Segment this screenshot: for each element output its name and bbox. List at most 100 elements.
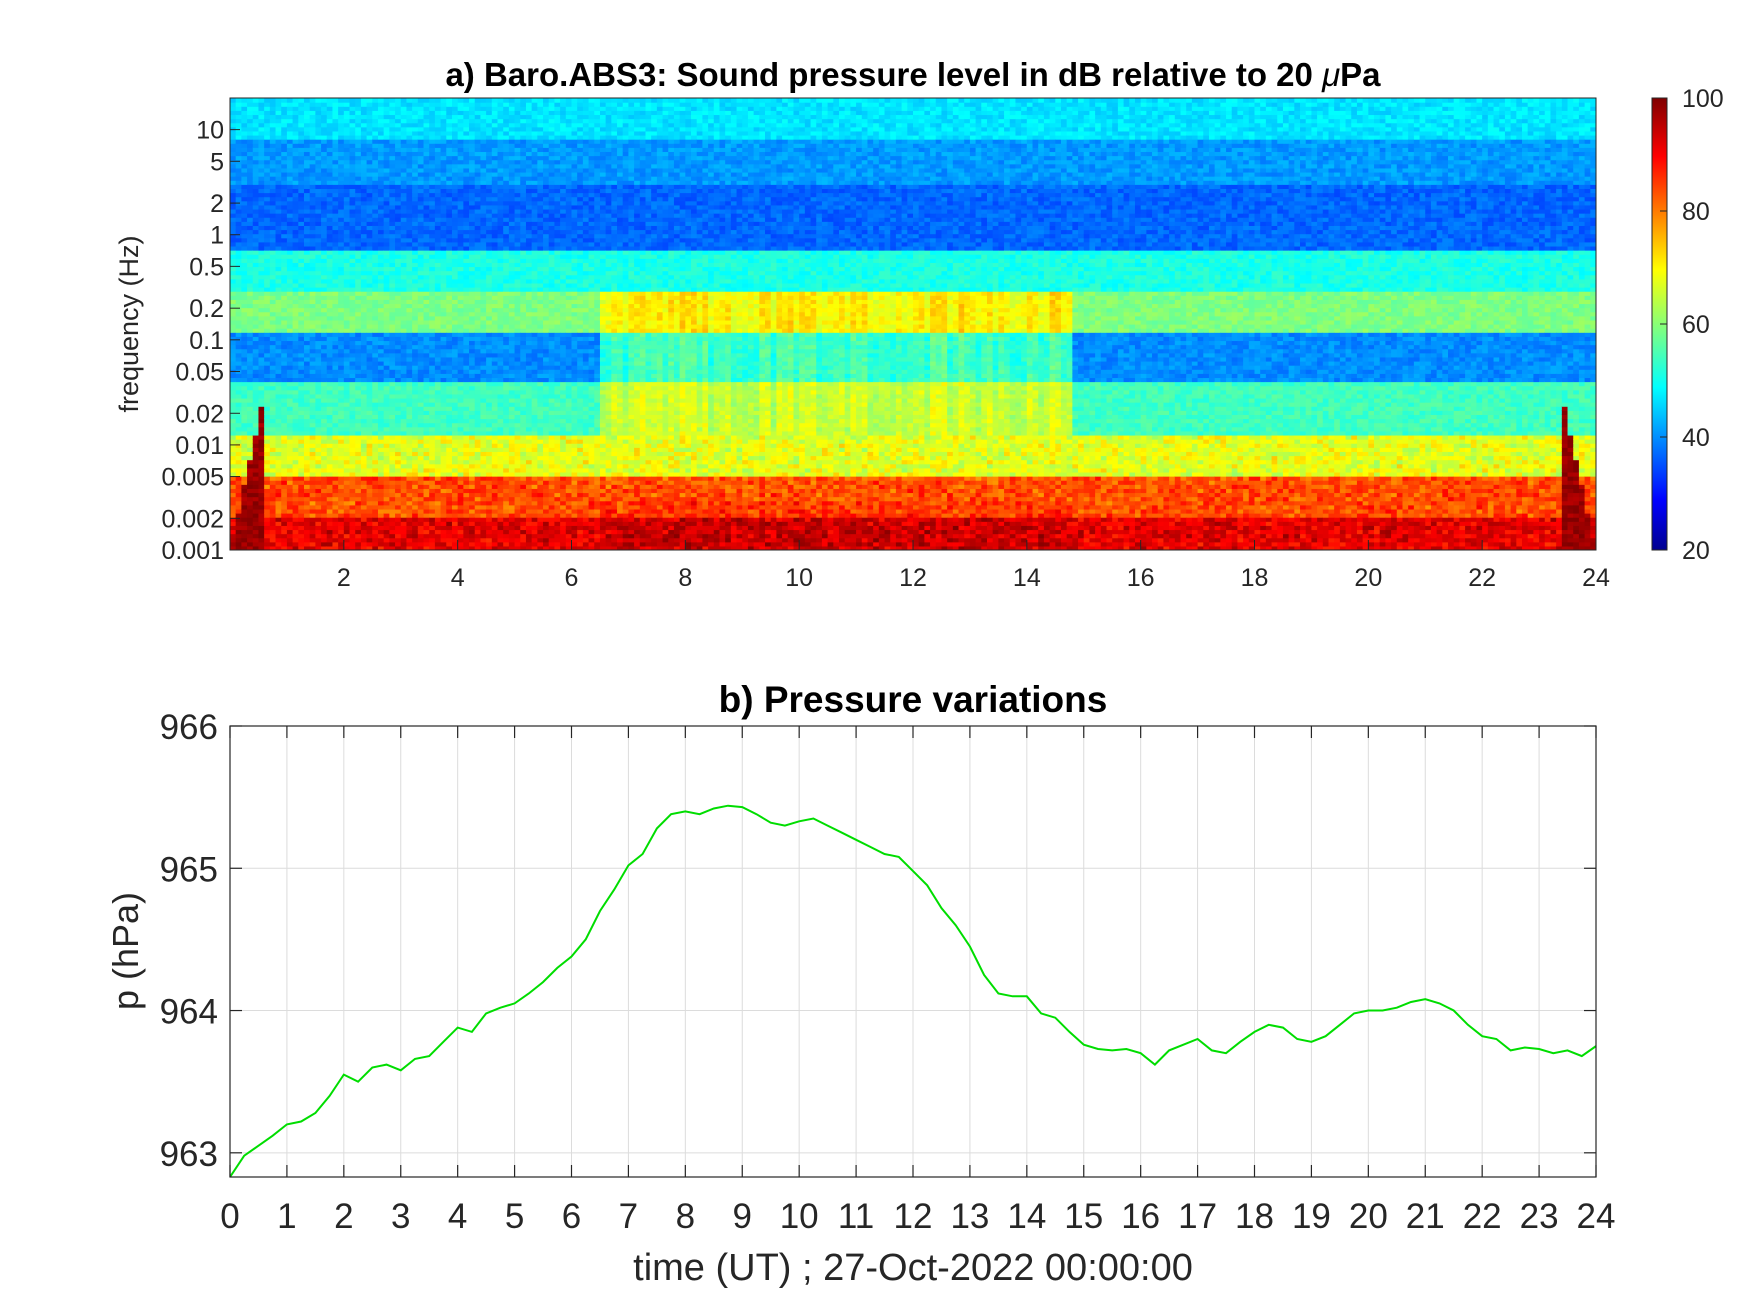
spectrogram-cell xyxy=(344,205,350,210)
spectrogram-cell xyxy=(310,509,316,514)
spectrogram-cell xyxy=(480,164,486,169)
spectrogram-cell xyxy=(361,234,367,239)
spectrogram-cell xyxy=(395,369,401,374)
spectrogram-cell xyxy=(264,427,270,432)
spectrogram-cell xyxy=(287,201,293,206)
spectrogram-cell xyxy=(418,476,424,481)
spectrogram-cell xyxy=(486,402,492,407)
spectrogram-cell xyxy=(469,151,475,156)
spectrogram-cell xyxy=(298,542,304,547)
spectrogram-cell xyxy=(264,279,270,284)
spectrogram-cell xyxy=(412,308,418,313)
spectrogram-cell xyxy=(441,225,447,230)
spectrogram-cell xyxy=(406,135,412,140)
spectrogram-cell xyxy=(401,102,407,107)
spectrogram-cell xyxy=(241,176,247,181)
spectrogram-cell xyxy=(361,254,367,259)
spectrogram-cell xyxy=(452,225,458,230)
spectrogram-cell xyxy=(441,143,447,148)
spectrogram-cell xyxy=(321,316,327,321)
spectrogram-cell xyxy=(281,221,287,226)
spectrogram-cell xyxy=(258,538,264,543)
spectrogram-cell xyxy=(401,390,407,395)
spectrogram-cell xyxy=(350,509,356,514)
spectrogram-cell xyxy=(253,242,259,247)
spectrogram-cell xyxy=(406,221,412,226)
spectrogram-cell xyxy=(327,410,333,415)
spectrogram-cell xyxy=(475,419,481,424)
spectrogram-cell xyxy=(412,151,418,156)
spectrogram-cell xyxy=(367,172,373,177)
spectrogram-cell xyxy=(270,513,276,518)
spectrogram-cell xyxy=(315,180,321,185)
spectrogram-cell xyxy=(253,213,259,218)
spectrogram-cell xyxy=(361,127,367,132)
spectrogram-cell xyxy=(332,320,338,325)
spectrogram-cell xyxy=(418,151,424,156)
spectrogram-cell xyxy=(287,394,293,399)
spectrogram-cell xyxy=(458,402,464,407)
spectrogram-cell xyxy=(395,423,401,428)
spectrogram-cell xyxy=(406,217,412,222)
spectrogram-cell xyxy=(429,497,435,502)
spectrogram-cell xyxy=(264,336,270,341)
spectrogram-cell xyxy=(367,312,373,317)
spectrogram-cell xyxy=(367,209,373,214)
spectrogram-cell xyxy=(241,377,247,382)
spectrogram-cell xyxy=(384,242,390,247)
spectrogram-cell xyxy=(480,525,486,530)
spectrogram-cell xyxy=(372,492,378,497)
spectrogram-cell xyxy=(401,443,407,448)
spectrogram-cell xyxy=(253,542,259,547)
spectrogram-cell xyxy=(264,468,270,473)
spectrogram-cell xyxy=(435,275,441,280)
spectrogram-cell xyxy=(395,266,401,271)
spectrogram-cell xyxy=(463,209,469,214)
spectrogram-cell xyxy=(287,427,293,432)
spectrogram-cell xyxy=(253,505,259,510)
spectrogram-cell xyxy=(378,156,384,161)
spectrogram-cell xyxy=(429,106,435,111)
spectrogram-cell xyxy=(480,394,486,399)
spectrogram-cell xyxy=(293,447,299,452)
spectrogram-cell xyxy=(389,538,395,543)
spectrogram-cell xyxy=(378,423,384,428)
spectrogram-cell xyxy=(287,209,293,214)
spectrogram-cell xyxy=(384,419,390,424)
spectrogram-cell xyxy=(480,201,486,206)
spectrogram-cell xyxy=(287,365,293,370)
spectrogram-cell xyxy=(429,250,435,255)
spectrogram-cell xyxy=(315,468,321,473)
spectrogram-cell xyxy=(384,377,390,382)
spectrogram-cell xyxy=(389,316,395,321)
spectrogram-cell xyxy=(424,521,430,526)
spectrogram-cell xyxy=(230,382,236,387)
spectrogram-cell xyxy=(367,246,373,251)
spectrogram-cell xyxy=(287,513,293,518)
spectrogram-cell xyxy=(321,295,327,300)
spectrogram-cell xyxy=(281,209,287,214)
spectrogram-cell xyxy=(293,525,299,530)
spectrogram-cell xyxy=(276,205,282,210)
spectrogram-cell xyxy=(350,217,356,222)
spectrogram-cell xyxy=(378,143,384,148)
spectrogram-cell xyxy=(401,172,407,177)
spectrogram-cell xyxy=(293,287,299,292)
spectrogram-cell xyxy=(298,406,304,411)
spectrogram-cell xyxy=(435,135,441,140)
spectrogram-cell xyxy=(304,357,310,362)
spectrogram-cell xyxy=(344,349,350,354)
spectrogram-cell xyxy=(412,147,418,152)
spectrogram-cell xyxy=(350,505,356,510)
spectrogram-cell xyxy=(389,209,395,214)
spectrogram-cell xyxy=(315,320,321,325)
spectrogram-cell xyxy=(287,480,293,485)
spectrogram-cell xyxy=(429,114,435,119)
spectrogram-cell xyxy=(475,501,481,506)
spectrogram-cell xyxy=(327,106,333,111)
spectrogram-cell xyxy=(435,353,441,358)
spectrogram-cell xyxy=(230,386,236,391)
spectrogram-cell xyxy=(310,431,316,436)
spectrogram-cell xyxy=(298,455,304,460)
spectrogram-cell xyxy=(350,497,356,502)
